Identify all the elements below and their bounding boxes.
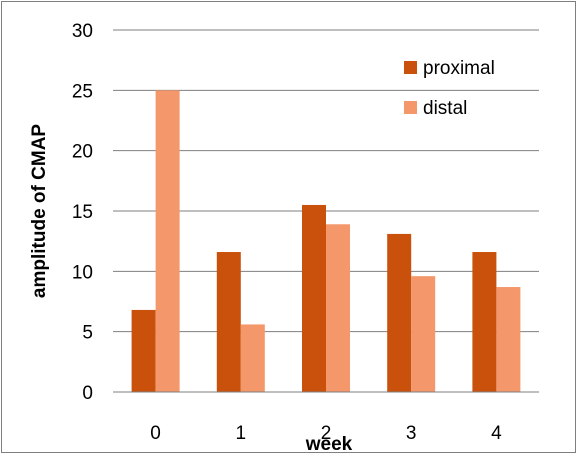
y-tick-label: 10 [72,262,93,283]
x-tick-label: 0 [150,423,161,444]
legend: proximal distal [404,58,495,119]
bars [131,90,521,392]
y-tick-labels: 0 5 10 15 20 25 30 [72,21,93,404]
y-tick-label: 15 [72,202,93,223]
x-tick-label: 1 [236,423,247,444]
bar-distal-week-4 [496,287,521,392]
bar-proximal-week-0 [131,309,156,392]
y-tick-label: 20 [72,142,93,163]
x-tick-label: 4 [491,423,502,444]
x-tick-labels: 0 1 2 3 4 [150,423,502,444]
bar-proximal-week-2 [302,204,326,392]
y-tick-label: 0 [82,383,93,404]
legend-swatch-distal [404,101,417,114]
bar-proximal-week-4 [472,252,497,392]
legend-label-distal: distal [423,98,467,119]
y-tick-label: 25 [72,81,93,102]
bar-distal-week-3 [411,276,436,392]
chart-frame [1,1,576,453]
x-tick-label: 2 [321,423,332,444]
bar-distal-week-2 [326,224,350,392]
bar-distal-week-0 [155,90,180,392]
legend-label-proximal: proximal [423,58,495,79]
x-tick-label: 3 [406,423,417,444]
legend-swatch-proximal [404,61,417,74]
bar-distal-week-1 [240,324,265,392]
y-axis-label: amplitude of CMAP [29,124,50,298]
bar-proximal-week-1 [216,252,241,392]
y-tick-label: 30 [72,21,93,42]
x-axis-label: week [305,434,353,455]
y-tick-label: 5 [82,323,93,344]
bar-proximal-week-3 [387,233,412,392]
